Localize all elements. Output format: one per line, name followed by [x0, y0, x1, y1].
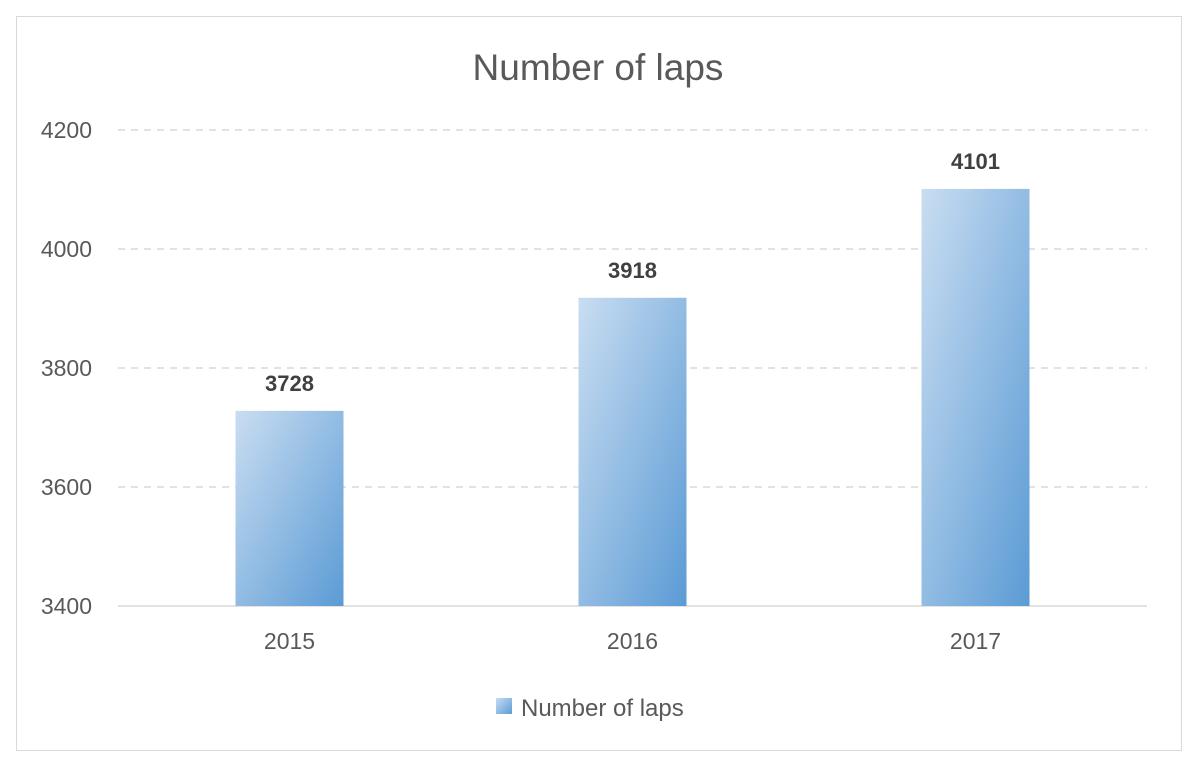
legend-label: Number of laps: [521, 695, 684, 722]
y-axis-ticks: 3400 3600 3800 4000 4200: [41, 117, 92, 619]
legend-swatch: [496, 698, 512, 714]
x-tick-label: 2017: [950, 628, 1001, 654]
y-tick-label: 4200: [41, 117, 92, 143]
y-tick-label: 3800: [41, 355, 92, 381]
x-tick-label: 2016: [607, 628, 658, 654]
x-axis-ticks: 2015 2016 2017: [264, 628, 1001, 654]
data-label-2017: 4101: [951, 149, 1000, 174]
bar-2017: [921, 188, 1030, 606]
x-tick-label: 2015: [264, 628, 315, 654]
data-label-2016: 3918: [608, 258, 657, 283]
y-tick-label: 3400: [41, 593, 92, 619]
bars: 3728 3918 4101: [235, 149, 1030, 606]
data-label-2015: 3728: [265, 371, 314, 396]
y-tick-label: 4000: [41, 236, 92, 262]
y-tick-label: 3600: [41, 474, 92, 500]
chart-title: Number of laps: [473, 47, 724, 88]
bar-2015: [235, 410, 344, 606]
bar-2016: [578, 297, 687, 606]
legend: Number of laps: [496, 695, 684, 722]
